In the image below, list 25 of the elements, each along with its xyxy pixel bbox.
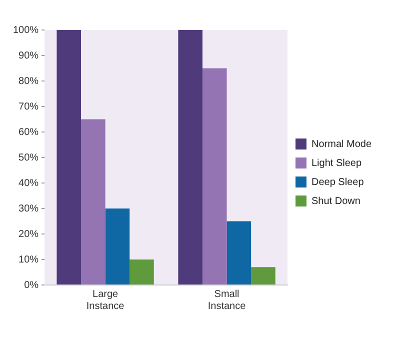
bar [56,30,82,284]
bar [105,208,130,284]
bar [130,260,154,284]
bar [226,221,252,284]
y-tick-label: 70% [18,101,39,112]
legend-label: Shut Down [312,196,360,207]
bar [202,68,227,284]
y-tick-label: 10% [18,254,39,266]
legend-label: Deep Sleep [312,176,364,188]
y-tick-label: 50% [18,152,39,164]
y-tick-label: 40% [18,178,39,189]
y-tick-label: 20% [18,228,39,240]
x-tick-label: Small Instance [208,288,246,312]
bar [251,267,276,284]
legend-label: Light Sleep [312,158,362,169]
bar [178,30,202,284]
y-tick-label: 90% [18,50,39,62]
x-tick-label: Large Instance [86,288,125,312]
bar [81,119,106,284]
y-tick-label: 30% [18,203,39,214]
y-tick-label: 80% [18,76,39,87]
y-tick-label: 60% [18,126,39,138]
y-tick-label: 100% [13,24,39,36]
y-tick-label: 0% [24,280,39,291]
legend-label: Normal Mode [312,138,372,150]
